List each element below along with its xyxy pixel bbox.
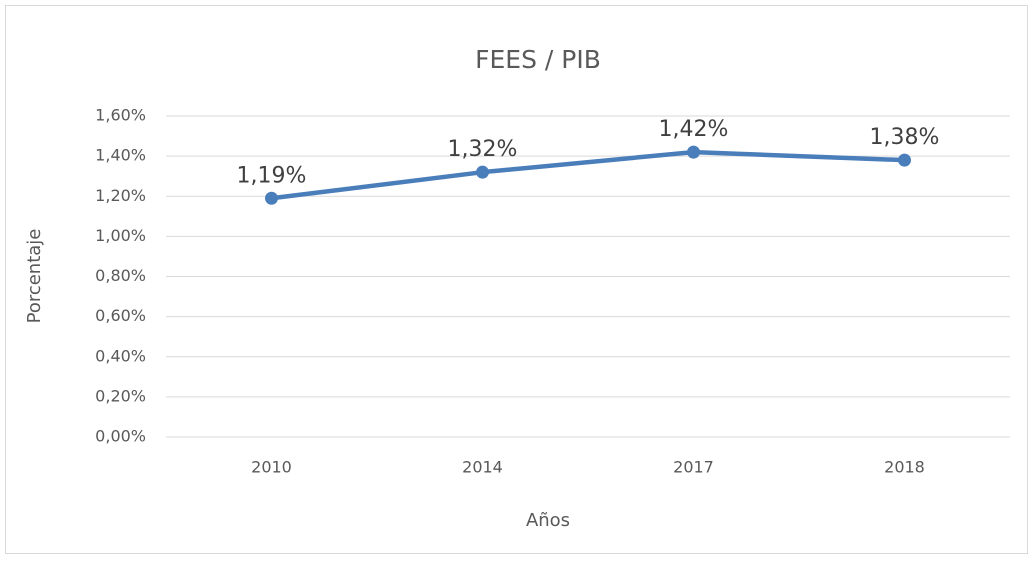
- x-axis-label: Años: [526, 510, 570, 531]
- y-tick-label: 1,20%: [95, 186, 146, 205]
- y-tick-label: 0,20%: [95, 386, 146, 405]
- data-label: 1,42%: [659, 117, 729, 142]
- chart-border: [5, 5, 1028, 554]
- data-point: [687, 145, 700, 159]
- y-tick-label: 0,40%: [95, 346, 146, 365]
- y-tick-label: 1,40%: [95, 146, 146, 165]
- y-tick-label: 0,00%: [95, 427, 146, 446]
- chart-title: FEES / PIB: [475, 45, 601, 74]
- x-tick-label: 2017: [673, 458, 714, 477]
- y-tick-label: 1,00%: [95, 226, 146, 245]
- data-label: 1,38%: [870, 125, 940, 150]
- x-tick-label: 2010: [251, 458, 292, 477]
- x-tick-label: 2014: [462, 458, 503, 477]
- data-label: 1,19%: [237, 163, 307, 188]
- y-tick-label: 0,80%: [95, 266, 146, 285]
- data-line: [269, 149, 907, 201]
- data-point: [476, 165, 489, 179]
- data-label: 1,32%: [448, 137, 518, 162]
- data-point: [898, 153, 911, 167]
- x-tick-label: 2018: [884, 458, 925, 477]
- y-axis-label: Porcentaje: [24, 229, 45, 324]
- y-tick-label: 0,60%: [95, 306, 146, 325]
- y-tick-label: 1,60%: [95, 106, 146, 125]
- data-point: [265, 191, 278, 205]
